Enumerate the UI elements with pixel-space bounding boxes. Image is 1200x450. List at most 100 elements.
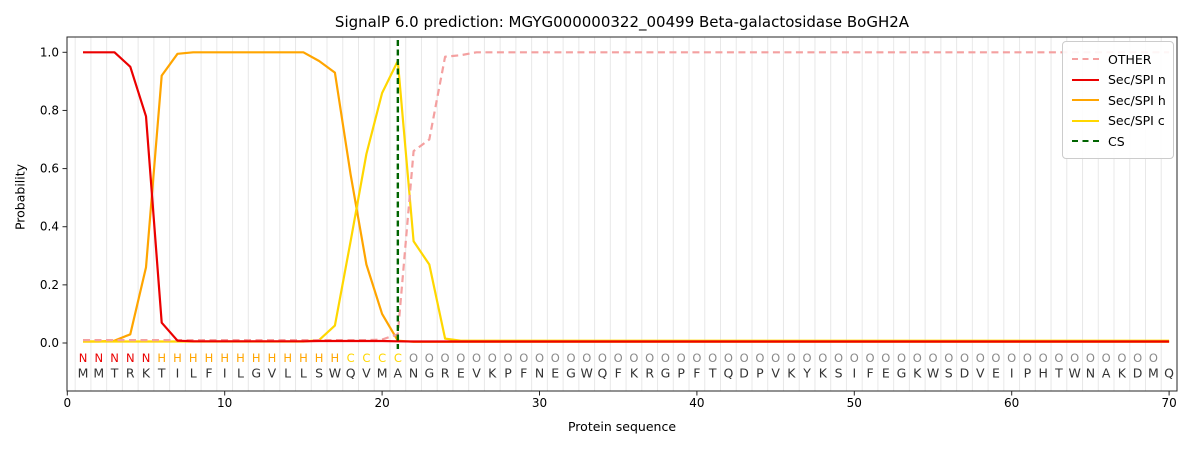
- residue-letter: W: [927, 366, 939, 381]
- region-letter: N: [94, 351, 103, 365]
- region-letter: O: [645, 351, 654, 365]
- sec-spi-n-line-sample: [1072, 78, 1099, 81]
- residue-letter: K: [913, 366, 922, 381]
- region-letter: H: [236, 351, 245, 365]
- series-line-sec-spi-n: [83, 51, 1170, 343]
- residue-letter: K: [787, 366, 796, 381]
- region-letter: O: [551, 351, 560, 365]
- region-letter: N: [110, 351, 119, 365]
- residue-letter: Q: [346, 366, 356, 381]
- residue-letter: E: [992, 366, 1000, 381]
- residue-letter: P: [504, 366, 512, 381]
- series-line-other: [83, 51, 1170, 342]
- residue-letter: W: [581, 366, 593, 381]
- region-letter: O: [1149, 351, 1158, 365]
- residue-letter: M: [377, 366, 388, 381]
- region-letter: O: [755, 351, 764, 365]
- legend-item-sec-spi-h: Sec/SPI h: [1072, 90, 1166, 111]
- region-letter: C: [378, 351, 386, 365]
- residue-letter: A: [394, 366, 403, 381]
- region-letter: O: [582, 351, 591, 365]
- residue-letter: T: [110, 366, 119, 381]
- region-letter: C: [347, 351, 355, 365]
- legend-label: CS: [1108, 133, 1125, 149]
- legend-label: Sec/SPI n: [1108, 72, 1166, 88]
- region-letter: O: [441, 351, 450, 365]
- residue-letter: D: [960, 366, 970, 381]
- residue-letter: G: [424, 366, 434, 381]
- legend-item-sec-spi-c: Sec/SPI c: [1072, 111, 1165, 132]
- region-letter: H: [157, 351, 166, 365]
- residue-letter: N: [409, 366, 418, 381]
- x-axis-label: Protein sequence: [567, 419, 677, 434]
- region-letter: O: [1023, 351, 1032, 365]
- region-letter: O: [881, 351, 890, 365]
- legend-label: Sec/SPI c: [1108, 113, 1165, 129]
- residue-letter: S: [835, 366, 843, 381]
- legend-item-sec-spi-n: Sec/SPI n: [1072, 70, 1166, 91]
- residue-letter: V: [362, 366, 371, 381]
- x-tick-label: 60: [1004, 396, 1019, 410]
- region-letter: O: [488, 351, 497, 365]
- residue-letter: L: [284, 366, 291, 381]
- residue-letter: W: [1068, 366, 1080, 381]
- legend-item-cs: CS: [1072, 131, 1164, 152]
- region-letter: O: [724, 351, 733, 365]
- residue-letter: R: [645, 366, 654, 381]
- residue-letter: K: [630, 366, 639, 381]
- region-letter: O: [866, 351, 875, 365]
- region-letter: O: [1133, 351, 1142, 365]
- x-tick-label: 70: [1161, 396, 1176, 410]
- region-letter: C: [362, 351, 370, 365]
- residue-letter: M: [78, 366, 89, 381]
- residue-letter: I: [1010, 366, 1014, 381]
- region-letter: O: [1102, 351, 1111, 365]
- region-letter: O: [472, 351, 481, 365]
- x-tick-label: 30: [532, 396, 547, 410]
- residue-letter: R: [441, 366, 450, 381]
- legend-label: Sec/SPI h: [1108, 92, 1166, 108]
- residue-letter: I: [223, 366, 227, 381]
- region-letter: O: [834, 351, 843, 365]
- y-tick-label: 0.6: [40, 162, 59, 176]
- region-letter: O: [818, 351, 827, 365]
- region-letter: N: [142, 351, 151, 365]
- residue-letter: V: [268, 366, 277, 381]
- region-letter: O: [519, 351, 528, 365]
- residue-letter: W: [329, 366, 341, 381]
- region-letter: O: [425, 351, 434, 365]
- y-tick-label: 0.2: [40, 278, 59, 292]
- residue-letter: V: [472, 366, 481, 381]
- residue-letter: E: [551, 366, 559, 381]
- region-letter: H: [252, 351, 261, 365]
- region-letter: H: [315, 351, 324, 365]
- region-letter: O: [614, 351, 623, 365]
- region-letter: H: [331, 351, 340, 365]
- residue-letter: F: [693, 366, 700, 381]
- y-tick-label: 1.0: [40, 45, 59, 59]
- residue-letter: D: [739, 366, 749, 381]
- region-letter: O: [976, 351, 985, 365]
- region-letter: O: [456, 351, 465, 365]
- region-letter: O: [629, 351, 638, 365]
- residue-letter: Q: [598, 366, 608, 381]
- region-letter: H: [205, 351, 214, 365]
- region-letter: O: [535, 351, 544, 365]
- region-letter: O: [850, 351, 859, 365]
- residue-letter: E: [882, 366, 890, 381]
- residue-letter: E: [457, 366, 465, 381]
- x-tick-label: 20: [374, 396, 389, 410]
- region-letter: O: [1007, 351, 1016, 365]
- residue-letter: F: [615, 366, 622, 381]
- chart-title: SignalP 6.0 prediction: MGYG000000322_00…: [334, 13, 910, 31]
- region-letter: H: [189, 351, 198, 365]
- region-letter: O: [661, 351, 670, 365]
- y-tick-label: 0.4: [40, 220, 59, 234]
- region-letter: O: [409, 351, 418, 365]
- y-axis-label: Probability: [12, 163, 28, 231]
- residue-letter: F: [866, 366, 873, 381]
- residue-letter: P: [1024, 366, 1032, 381]
- region-letter: O: [1070, 351, 1079, 365]
- axes-spines: [66, 36, 1178, 392]
- residue-letter: T: [157, 366, 166, 381]
